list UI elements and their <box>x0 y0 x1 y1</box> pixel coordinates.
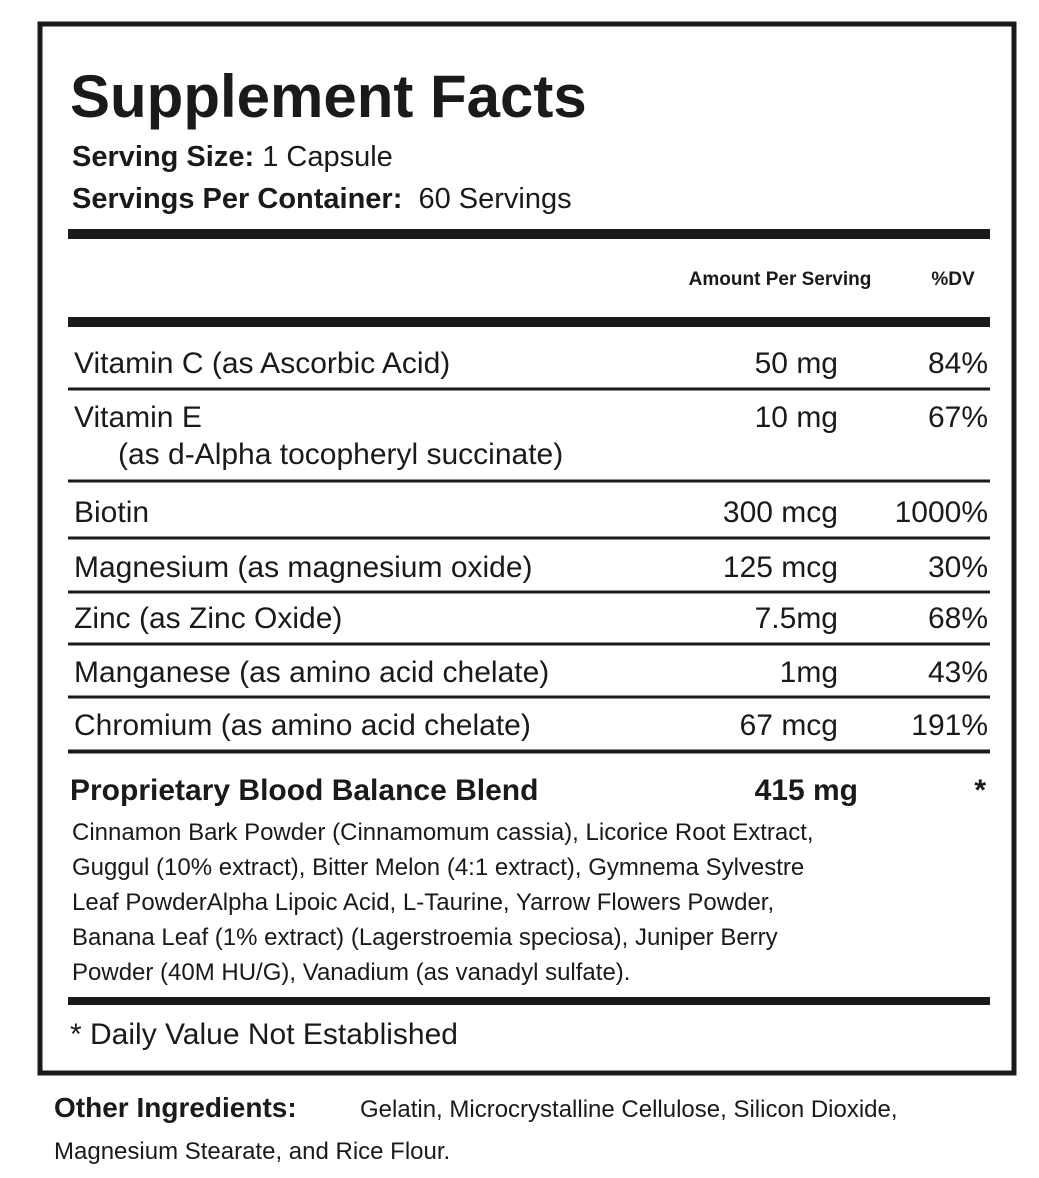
nutrient-dv: 191% <box>911 709 988 742</box>
row-rule <box>68 387 990 391</box>
nutrient-amount: 10 mg <box>755 401 838 434</box>
title: Supplement Facts <box>70 63 587 130</box>
servings-label: Servings Per Container: <box>72 183 402 215</box>
ingredient-line: Banana Leaf (1% extract) (Lagerstroemia … <box>72 924 778 951</box>
column-header: Amount Per Serving <box>689 269 872 290</box>
ingredient-line: Guggul (10% extract), Bitter Melon (4:1 … <box>72 854 804 881</box>
other-ingredients-line: Gelatin, Microcrystalline Cellulose, Sil… <box>360 1096 898 1123</box>
nutrient-name: Biotin <box>74 496 149 529</box>
ingredient-line: Cinnamon Bark Powder (Cinnamomum cassia)… <box>72 819 814 846</box>
label-border <box>37 21 1017 1076</box>
row-rule <box>68 536 990 540</box>
serving-size-label: Serving Size: <box>72 141 254 173</box>
nutrient-dv: 68% <box>928 602 988 635</box>
nutrient-dv: 67% <box>928 401 988 434</box>
serving-size-value: 1 Capsule <box>262 141 393 173</box>
nutrient-amount: 7.5mg <box>755 602 838 635</box>
nutrient-amount: 50 mg <box>755 347 838 380</box>
column-header: %DV <box>931 269 975 290</box>
other-ingredients-label: Other Ingredients: <box>54 1092 297 1123</box>
nutrient-name: Vitamin C (as Ascorbic Acid) <box>74 347 450 380</box>
nutrient-name: Vitamin E <box>74 401 202 434</box>
other-ingredients: Gelatin, Microcrystalline Cellulose, Sil… <box>54 1096 898 1165</box>
nutrient-name: Zinc (as Zinc Oxide) <box>74 602 342 635</box>
serving-size: Serving Size: 1 Capsule <box>72 141 393 173</box>
blend-name: Proprietary Blood Balance Blend <box>70 774 538 807</box>
other-ingredients-line: Magnesium Stearate, and Rice Flour. <box>54 1138 450 1165</box>
nutrient-amount: 300 mcg <box>723 496 838 529</box>
nutrient-dv: 84% <box>928 347 988 380</box>
nutrient-detail: (as d-Alpha tocopheryl succinate) <box>118 438 563 471</box>
row-rule <box>68 642 990 646</box>
blend-dv: * <box>974 774 986 807</box>
nutrient-dv: 30% <box>928 551 988 584</box>
servings-per-container: Servings Per Container: 60 Servings <box>72 183 572 215</box>
footnote: * Daily Value Not Established <box>70 1018 458 1051</box>
nutrient-rows: Vitamin C (as Ascorbic Acid) 50 mg 84% Vita… <box>68 347 990 754</box>
thick-rule <box>68 997 990 1005</box>
servings-value: 60 Servings <box>418 183 571 215</box>
thick-rule <box>68 317 990 327</box>
nutrient-amount: 1mg <box>780 656 838 689</box>
nutrient-name: Chromium (as amino acid chelate) <box>74 709 531 742</box>
nutrient-dv: 43% <box>928 656 988 689</box>
row-rule <box>68 749 990 754</box>
ingredient-line: Powder (40M HU/G), Vanadium (as vanadyl … <box>72 959 630 986</box>
blend-ingredients: Cinnamon Bark Powder (Cinnamomum cassia)… <box>72 819 814 986</box>
row-rule <box>68 695 990 699</box>
nutrient-amount: 125 mcg <box>723 551 838 584</box>
row-rule <box>68 590 990 594</box>
nutrient-name: Manganese (as amino acid chelate) <box>74 656 549 689</box>
row-rule <box>68 479 990 483</box>
blend-amount: 415 mg <box>755 774 858 807</box>
nutrient-name: Magnesium (as magnesium oxide) <box>74 551 533 584</box>
nutrient-amount: 67 mcg <box>740 709 838 742</box>
thick-rule <box>68 229 990 239</box>
ingredient-line: Leaf PowderAlpha Lipoic Acid, L-Taurine,… <box>72 889 774 916</box>
nutrient-dv: 1000% <box>895 496 988 529</box>
